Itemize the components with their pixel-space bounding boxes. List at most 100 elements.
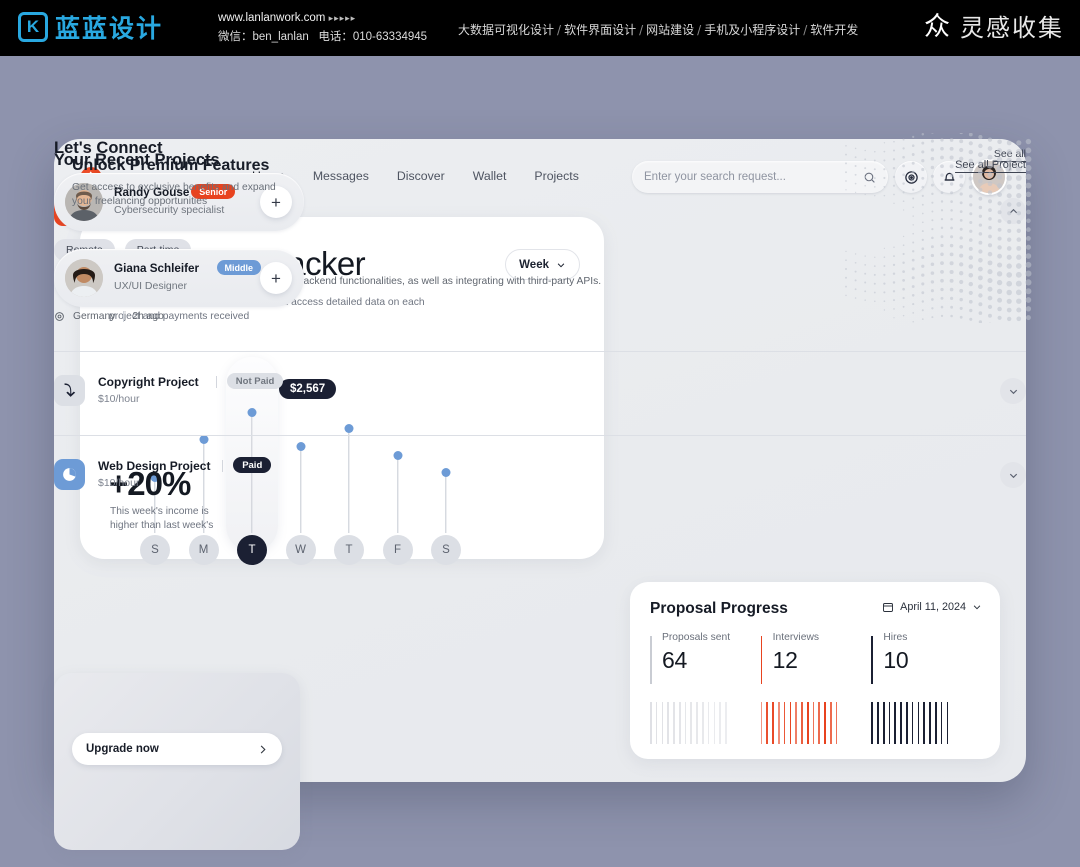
lanlan-logo-icon: K (18, 12, 48, 42)
search-input[interactable] (644, 171, 863, 183)
progress-tick (719, 702, 721, 744)
progress-tick (929, 702, 931, 744)
stat-ticks (760, 702, 872, 744)
person-avatar (65, 183, 103, 221)
proposal-date-label: April 11, 2024 (900, 601, 966, 613)
nav-item-projects[interactable]: Projects (534, 169, 579, 183)
nav-item-messages[interactable]: Messages (312, 169, 369, 183)
progress-tick (812, 702, 815, 744)
meta-separator (123, 311, 125, 322)
progress-tick (877, 702, 879, 744)
progress-tick (894, 702, 897, 744)
chart-dot (393, 451, 402, 460)
chart-bar-T-2[interactable]: T (237, 399, 267, 565)
watermark-right: 众 灵感收集 (924, 8, 1064, 43)
project-expand-toggle[interactable] (1000, 378, 1026, 404)
date-picker[interactable]: April 11, 2024 (882, 601, 982, 613)
chart-bar-T-4[interactable]: T (334, 399, 364, 565)
income-chart[interactable]: S M T W T F S $2,567 (80, 357, 604, 565)
project-divider (222, 460, 224, 472)
status-badge: Paid (233, 457, 272, 473)
project-expand-toggle[interactable] (1000, 462, 1026, 488)
progress-tick (650, 702, 652, 744)
watermark-service: 软件界面设计 (564, 23, 637, 37)
progress-tick (940, 702, 943, 744)
person-avatar (65, 259, 103, 297)
nav-item-wallet[interactable]: Wallet (472, 169, 507, 183)
chart-day-label[interactable]: S (140, 535, 170, 565)
chart-bar-M-1[interactable]: M (188, 399, 219, 565)
progress-tick (713, 702, 716, 744)
chart-bar-S-0[interactable]: S (140, 399, 170, 565)
progress-tick (766, 702, 769, 744)
project-expand-toggle[interactable] (1000, 198, 1026, 224)
progress-tick (818, 702, 821, 744)
proposal-stat: Interviews 12 (760, 632, 872, 744)
chart-stem (202, 440, 205, 533)
progress-tick (900, 702, 902, 744)
lets-connect-section: Let's Connect See all Randy Gouse Senior… (54, 139, 1026, 673)
watermark-phone: 电话：010-63334945 (318, 31, 428, 43)
project-item[interactable]: Web Design Project Paid $10/hour (54, 457, 1026, 499)
target-icon[interactable] (895, 161, 927, 193)
project-rate: $10/hour (98, 477, 140, 489)
service-separator: / (697, 23, 702, 37)
chart-dot (199, 435, 208, 444)
lets-connect-title: Let's Connect (54, 139, 163, 157)
progress-tick (702, 702, 704, 744)
project-item[interactable]: Copyright Project Not Paid $10/hour (54, 373, 1026, 415)
chart-tooltip: $2,567 (279, 379, 337, 399)
chart-bar-F-5[interactable]: F (382, 399, 413, 565)
person-level-badge: Senior (191, 184, 236, 199)
project-name: Copyright Project (98, 375, 199, 389)
chart-stem (445, 473, 447, 533)
proposal-stat: Proposals sent 64 (650, 632, 761, 744)
person-card[interactable]: Giana Schleifer Middle UX/UI Designer + (54, 249, 304, 307)
progress-tick (795, 702, 797, 744)
bell-icon-glyph (944, 172, 954, 181)
progress-tick (655, 702, 658, 744)
add-connection-button[interactable]: + (260, 186, 292, 218)
search-bar[interactable] (632, 161, 888, 193)
main-nav[interactable]: HomeMessagesDiscoverWalletProjects (252, 169, 579, 188)
week-range-selector[interactable]: Week (505, 249, 580, 280)
person-role: Cybersecurity specialist (114, 204, 225, 216)
watermark-services: 大数据可视化设计 / 软件界面设计 / 网站建设 / 手机及小程序设计 / 软件开发 (458, 21, 858, 38)
chart-bar-W-3[interactable]: W (285, 399, 316, 565)
watermark-service: 软件开发 (810, 23, 859, 37)
upgrade-now-button[interactable]: Upgrade now (72, 733, 282, 765)
progress-tick (906, 702, 908, 744)
stat-ticks (871, 702, 982, 744)
progress-tick (830, 702, 832, 744)
premium-upsell-card: Unlock Premium Features Get access to ex… (54, 133, 1032, 850)
project-name: Web Design Project (98, 459, 211, 473)
watermark-right-text: 灵感收集 (960, 14, 1064, 42)
chart-day-label[interactable]: F (382, 535, 413, 565)
chart-day-label[interactable]: S (431, 535, 461, 565)
progress-tick (783, 702, 786, 744)
project-location: Germany (73, 311, 116, 322)
proposal-stats: Proposals sent 64 Interviews 12 Hires 10 (650, 632, 982, 744)
nav-item-discover[interactable]: Discover (396, 169, 445, 183)
arrow-down-icon (64, 383, 76, 397)
stat-label: Interviews (772, 632, 820, 643)
person-card[interactable]: Randy Gouse Senior Cybersecurity special… (54, 173, 304, 231)
avatar-image (65, 183, 103, 221)
app-window: ⌇ TWISTY HomeMessagesDiscoverWalletProje… (54, 133, 1032, 850)
upgrade-now-label: Upgrade now (86, 743, 159, 755)
chart-day-label[interactable]: T (237, 535, 267, 565)
chart-bar-S-6[interactable]: S (431, 399, 461, 565)
watermark-logo-text: 蓝蓝设计 (55, 15, 164, 43)
project-rate: $10/hour (98, 393, 140, 405)
pie-icon (63, 468, 76, 481)
chart-day-label[interactable]: T (334, 535, 364, 565)
chart-day-label[interactable]: M (188, 535, 219, 565)
progress-tick (707, 702, 710, 744)
watermark-logo: K 蓝蓝设计 (18, 9, 163, 45)
add-connection-button[interactable]: + (260, 262, 292, 294)
chevron-down-icon (557, 262, 565, 267)
progress-tick (801, 702, 803, 744)
progress-tick (917, 702, 920, 744)
watermark-wechat: 微信：ben_lanlan (218, 31, 309, 43)
chart-day-label[interactable]: W (285, 535, 316, 565)
